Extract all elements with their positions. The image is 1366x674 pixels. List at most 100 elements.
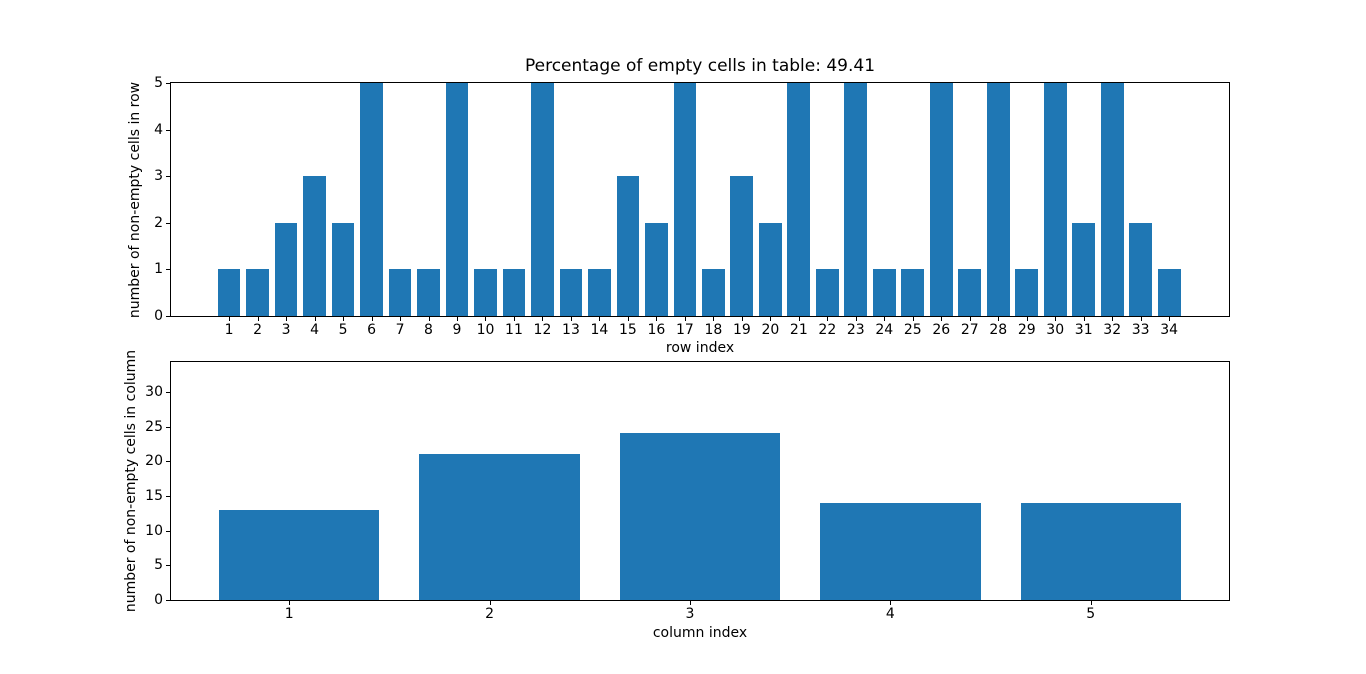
- bar-11: [502, 269, 526, 316]
- y-tick-label: 25: [145, 418, 163, 435]
- bar-12: [531, 83, 554, 316]
- x-tick-label: 4: [310, 322, 320, 338]
- y-tick: [166, 222, 170, 224]
- x-tick: [941, 317, 943, 321]
- bar-6: [360, 83, 383, 316]
- x-tick: [1083, 317, 1085, 321]
- x-tick-label: 29: [1017, 322, 1036, 338]
- x-tick-label: 12: [533, 322, 552, 338]
- bar-4: [303, 176, 326, 316]
- x-tick: [855, 317, 857, 321]
- y-tick: [166, 316, 170, 317]
- x-tick-label: 4: [885, 606, 895, 622]
- x-tick-label: 2: [253, 322, 263, 338]
- y-tick: [166, 461, 170, 463]
- x-tick: [599, 317, 601, 321]
- y-tick-label: 1: [154, 261, 163, 278]
- bar-2: [246, 269, 269, 316]
- bar-28: [986, 83, 1010, 316]
- x-tick-label: 33: [1131, 322, 1150, 338]
- x-tick: [343, 317, 345, 321]
- x-tick: [371, 317, 373, 321]
- x-tick-label: 34: [1160, 322, 1179, 338]
- x-tick: [713, 317, 715, 321]
- x-tick: [656, 317, 658, 321]
- x-tick: [998, 317, 1000, 321]
- y-tick: [166, 176, 170, 178]
- x-tick: [489, 601, 491, 605]
- x-tick-label: 30: [1046, 322, 1065, 338]
- y-tick: [166, 495, 170, 497]
- x-tick-label: 31: [1074, 322, 1093, 338]
- y-tick: [166, 426, 170, 428]
- x-tick: [770, 317, 772, 321]
- x-tick-label: 16: [647, 322, 666, 338]
- row-chart-plot-area: [170, 82, 1230, 317]
- y-tick-label: 20: [145, 453, 163, 470]
- bar-8: [417, 269, 440, 316]
- x-tick: [428, 317, 430, 321]
- bar-21: [787, 83, 811, 316]
- bar-34: [1157, 269, 1181, 316]
- x-tick-label: 8: [424, 322, 433, 338]
- x-tick-label: 2: [485, 606, 495, 622]
- x-tick: [741, 317, 743, 321]
- bar-3: [619, 433, 781, 600]
- x-tick-label: 1: [284, 606, 294, 622]
- y-tick: [166, 565, 170, 567]
- bar-20: [758, 222, 782, 316]
- x-tick-label: 17: [675, 322, 694, 338]
- x-tick: [229, 317, 231, 321]
- y-tick-label: 2: [154, 214, 163, 231]
- x-tick-label: 27: [960, 322, 979, 338]
- x-tick-label: 14: [590, 322, 609, 338]
- bar-7: [388, 269, 412, 316]
- bar-9: [445, 83, 469, 316]
- y-tick-label: 3: [154, 168, 163, 185]
- x-tick: [513, 317, 515, 321]
- x-tick-label: 32: [1103, 322, 1122, 338]
- bar-13: [559, 269, 583, 316]
- x-tick-label: 9: [452, 322, 462, 338]
- bar-18: [701, 269, 725, 316]
- x-tick: [1055, 317, 1057, 321]
- x-tick-label: 1: [224, 322, 234, 338]
- bar-14: [588, 269, 611, 316]
- x-tick-label: 3: [685, 606, 695, 622]
- y-tick: [166, 391, 170, 393]
- x-tick: [827, 317, 829, 321]
- x-tick: [570, 317, 572, 321]
- x-tick-label: 13: [562, 322, 580, 338]
- y-tick-label: 15: [145, 487, 163, 504]
- x-tick-label: 6: [367, 322, 376, 338]
- bar-22: [815, 269, 839, 316]
- y-tick: [166, 83, 170, 84]
- x-tick-label: 26: [932, 322, 951, 338]
- bar-30: [1043, 83, 1067, 316]
- x-tick-label: 25: [903, 322, 922, 338]
- x-tick: [542, 317, 544, 321]
- x-tick-label: 15: [619, 322, 637, 338]
- x-tick: [689, 601, 691, 605]
- y-tick-label: 5: [154, 75, 163, 91]
- x-tick: [1090, 601, 1092, 605]
- x-tick: [1026, 317, 1028, 321]
- x-tick: [884, 317, 886, 321]
- x-tick: [798, 317, 800, 321]
- x-tick-label: 18: [704, 322, 723, 338]
- x-tick: [969, 317, 971, 321]
- x-tick-label: 5: [338, 322, 348, 338]
- bar-1: [217, 269, 241, 316]
- x-tick-label: 11: [505, 322, 523, 338]
- bar-16: [645, 222, 668, 316]
- bar-2: [419, 454, 580, 600]
- x-tick: [684, 317, 686, 321]
- bar-3: [274, 222, 298, 316]
- y-tick-label: 10: [145, 522, 163, 539]
- x-tick-label: 21: [789, 322, 808, 338]
- bar-5: [331, 222, 355, 316]
- bar-10: [474, 269, 497, 316]
- bar-24: [872, 269, 896, 316]
- x-tick: [1140, 317, 1142, 321]
